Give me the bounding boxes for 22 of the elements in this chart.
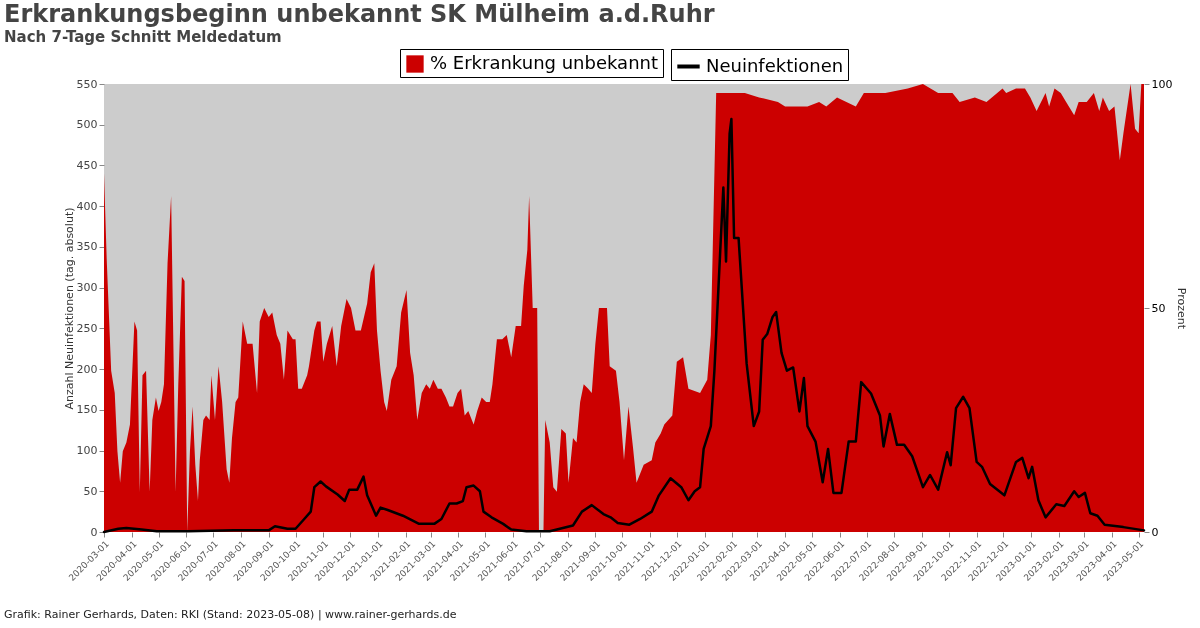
y-tick-label: 450 [76, 158, 98, 172]
y-tick-label: 100 [76, 444, 98, 458]
y-tick-label: 350 [76, 240, 98, 254]
y-tick-label: 150 [76, 403, 98, 417]
text: Grafik: Rainer Gerhards, Daten: RKI (Stand: 2023-05-08) | www.rainer-gerhards.de [4, 608, 457, 621]
y-tick-label: 550 [76, 77, 98, 91]
y-tick-label: 500 [76, 118, 98, 132]
y2-axis-title: Prozent [1175, 287, 1189, 330]
legend-label: Neuinfektionen [706, 54, 844, 76]
y-tick-label: 300 [76, 281, 98, 295]
y-tick-label: 0 [90, 525, 98, 539]
y-tick-label: 250 [76, 321, 98, 335]
chart-subtitle: Nach 7-Tage Schnitt Meldedatum [4, 27, 282, 46]
y-tick-label: 200 [76, 362, 98, 376]
legend-label: % Erkrankung unbekannt [430, 52, 659, 73]
y-tick-label: 50 [83, 484, 98, 498]
y2-tick-label: 0 [1151, 525, 1159, 539]
chart-title: Erkrankungsbeginn unbekannt SK Mülheim a.d.Ruhr [4, 0, 715, 28]
y2-tick-label: 100 [1151, 77, 1173, 91]
y-axis-title: Anzahl Neuinfektionen (tag. absolut) [62, 207, 76, 410]
y2-tick-label: 50 [1151, 301, 1166, 315]
y-tick-label: 400 [76, 199, 98, 213]
